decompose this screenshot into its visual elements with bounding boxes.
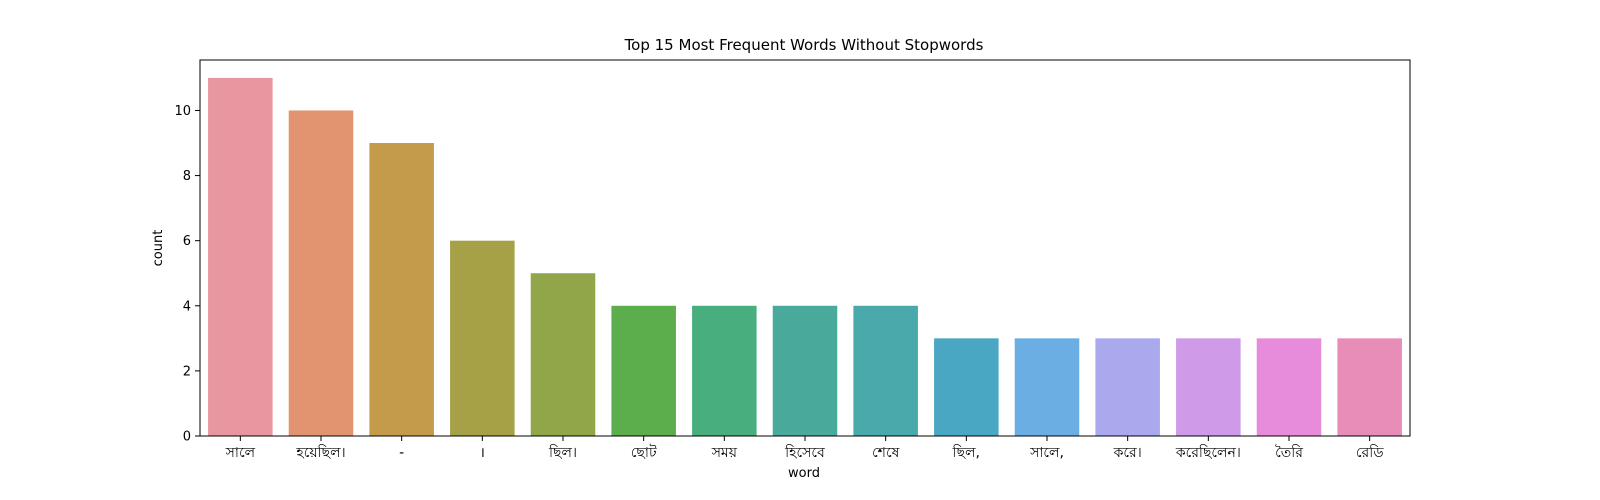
y-tick-label: 2 [183,364,191,379]
bar [1256,338,1322,436]
y-tick-label: 8 [183,169,191,184]
x-tick-label: তৈরি [1275,444,1303,461]
bars-layer [208,77,1402,437]
x-tick-label: হয়েছিল। [295,444,345,461]
bar [288,110,354,437]
x-tick-label: ছোট [631,444,657,461]
x-tick-label: ছিল, [952,444,980,461]
x-axis-label: word [788,466,820,481]
bar [853,305,918,436]
bar [369,143,434,436]
chart-title: Top 15 Most Frequent Words Without Stopw… [624,36,984,54]
bar [1095,338,1160,436]
x-tick-label: রেডি [1356,444,1384,461]
x-tick-label: সালে [225,445,256,461]
axes-frame [199,59,1411,437]
y-tick-label: 4 [183,299,191,314]
x-tick-label: সালে, [1029,445,1064,461]
x-tick-label: শেষে [872,445,900,461]
bar [611,305,676,436]
y-axis: 0 2 4 6 8 10 [174,104,200,445]
bar [1014,338,1080,436]
bar [208,77,273,437]
x-tick-label: করে। [1113,445,1142,461]
x-tick-label: । [480,445,485,461]
y-tick-label: 10 [174,104,191,119]
x-axis: সালে হয়েছিল। - । ছিল। ছোট সময় হিসেবে শেষে ছিল, স… [225,436,1384,461]
x-tick-label: ছিল। [548,444,577,461]
bar [1337,338,1402,436]
bar [772,305,838,436]
x-tick-label: - [399,445,404,461]
bar [1176,338,1241,436]
y-tick-label: 6 [183,234,191,249]
y-tick-label: 0 [183,430,191,445]
x-tick-label: করেছিলেন। [1175,444,1241,461]
x-tick-label: সময় [711,445,738,461]
bar [934,338,999,436]
bar [450,240,515,436]
y-axis-label: count [151,230,166,267]
x-tick-label: হিসেবে [784,444,825,461]
bar [530,273,596,436]
bar [692,305,757,436]
